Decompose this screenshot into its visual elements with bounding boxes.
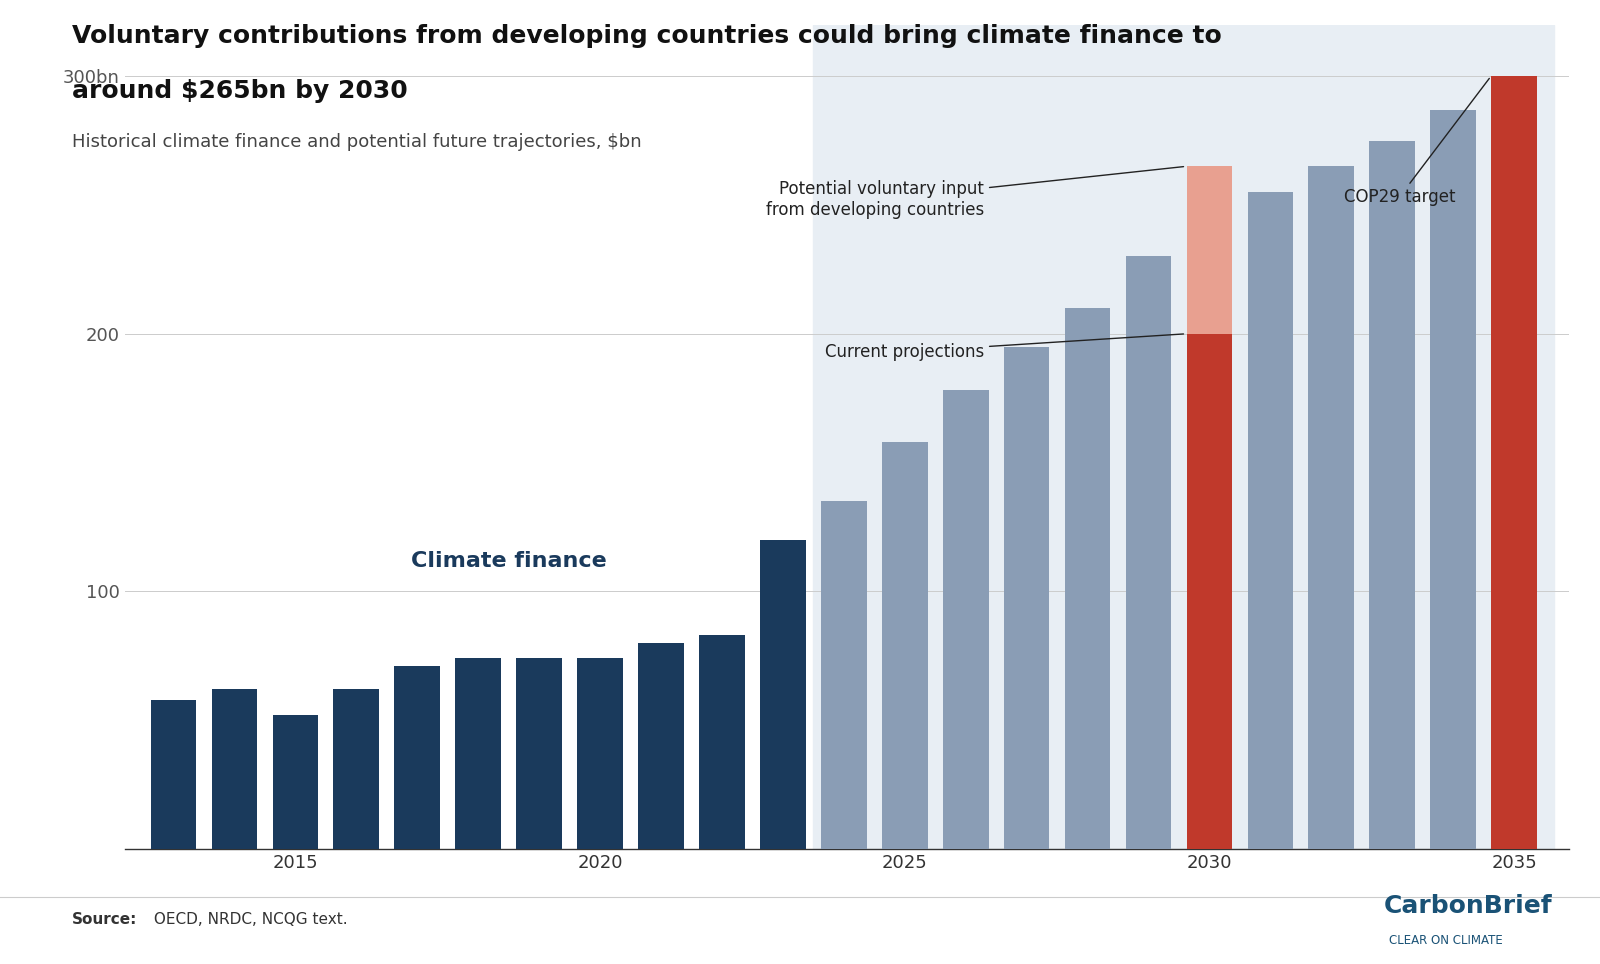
Text: COP29 target: COP29 target	[1344, 78, 1490, 206]
Bar	[813, 25, 1554, 849]
Text: OECD, NRDC, NCQG text.: OECD, NRDC, NCQG text.	[149, 912, 347, 927]
Bar	[333, 689, 379, 849]
Bar	[1064, 308, 1110, 849]
Bar	[699, 635, 744, 849]
Bar	[638, 643, 683, 849]
Bar	[394, 666, 440, 849]
Text: Historical climate finance and potential future trajectories, $bn: Historical climate finance and potential…	[72, 133, 642, 151]
Text: Potential voluntary input
from developing countries: Potential voluntary input from developin…	[766, 167, 1184, 219]
Bar	[517, 658, 562, 849]
Bar	[760, 540, 806, 849]
Bar	[1003, 347, 1050, 849]
Bar	[1430, 110, 1477, 849]
Bar	[942, 390, 989, 849]
Bar	[272, 715, 318, 849]
Bar	[150, 700, 197, 849]
Text: Source:: Source:	[72, 912, 138, 927]
Bar	[821, 501, 867, 849]
Text: CLEAR ON CLIMATE: CLEAR ON CLIMATE	[1389, 934, 1502, 947]
Text: Climate finance: Climate finance	[411, 550, 606, 571]
Bar	[1370, 141, 1414, 849]
Bar	[1187, 334, 1232, 849]
Bar	[1187, 167, 1232, 334]
Text: CarbonBrief: CarbonBrief	[1384, 894, 1552, 918]
Bar	[882, 442, 928, 849]
Bar	[211, 689, 258, 849]
Bar	[1491, 76, 1538, 849]
Bar	[1126, 256, 1171, 849]
Bar	[578, 658, 622, 849]
Bar	[1309, 167, 1354, 849]
Text: Voluntary contributions from developing countries could bring climate finance to: Voluntary contributions from developing …	[72, 24, 1222, 48]
Bar	[456, 658, 501, 849]
Text: Current projections: Current projections	[824, 334, 1184, 361]
Text: around $265bn by 2030: around $265bn by 2030	[72, 79, 408, 103]
Bar	[1248, 192, 1293, 849]
